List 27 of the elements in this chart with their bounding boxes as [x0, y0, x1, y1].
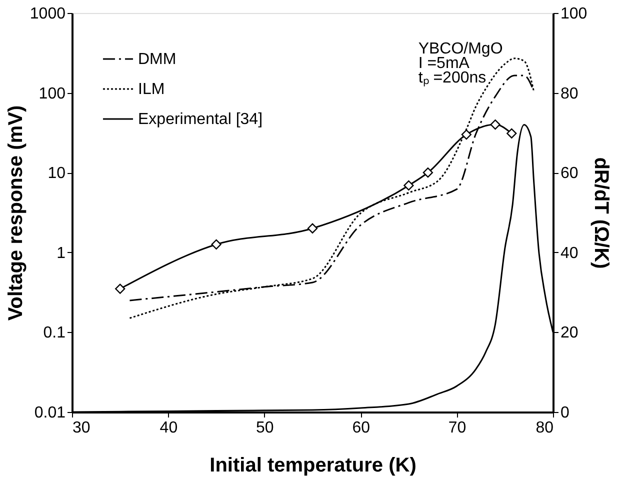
x-tick-label: 40: [160, 420, 178, 436]
y2-axis-title: dR/dT (Ω/K): [590, 157, 612, 269]
x-tick-label: 50: [256, 420, 274, 436]
y2-tick-label: 100: [560, 6, 588, 22]
y-tick-label: 0.01: [34, 404, 66, 422]
y-tick-label: 1000: [30, 6, 66, 22]
y-tick-label: 1: [56, 244, 66, 262]
annotation: tₚ =200ns: [418, 70, 486, 87]
annotation: I =5mA: [418, 55, 470, 72]
y-tick-label: 0.1: [43, 324, 66, 342]
y-axis-title: Voltage response (mV): [4, 105, 27, 321]
y2-tick-label: 0: [560, 404, 570, 422]
y2-tick-label: 40: [560, 244, 578, 262]
x-tick-label: 80: [536, 420, 554, 436]
legend-label: ILM: [138, 81, 165, 98]
x-axis-title: Initial temperature (K): [210, 454, 416, 476]
y2-tick-label: 80: [560, 85, 578, 102]
x-tick-label: 70: [448, 420, 466, 436]
x-tick-label: 60: [352, 420, 370, 436]
annotation: YBCO/MgO: [418, 40, 503, 58]
y-tick-label: 100: [38, 85, 66, 102]
y2-tick-label: 20: [560, 324, 578, 342]
legend-label: Experimental [34]: [138, 111, 263, 128]
x-tick-label: 30: [72, 420, 90, 436]
y-tick-label: 10: [48, 165, 66, 182]
y2-tick-label: 60: [560, 165, 578, 182]
legend-label: DMM: [138, 51, 176, 68]
